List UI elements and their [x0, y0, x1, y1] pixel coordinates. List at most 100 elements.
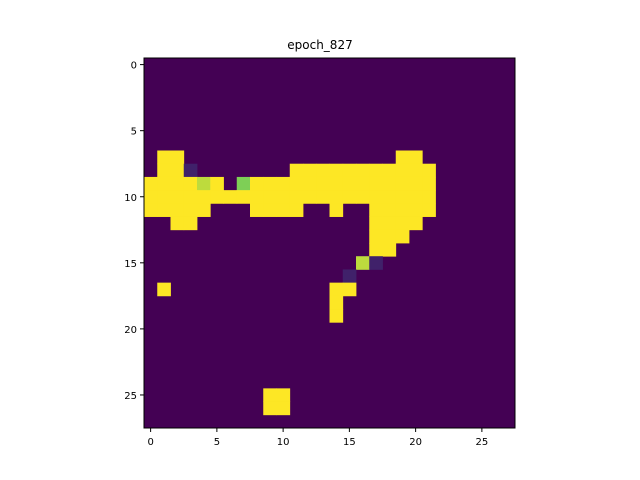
heatmap-cell — [382, 216, 397, 231]
heatmap-cell — [409, 203, 423, 217]
x-axis: 0 5 10 15 20 25 — [147, 428, 488, 448]
heatmap-cell — [329, 295, 344, 310]
heatmap-cell — [289, 203, 304, 217]
heatmap-background — [144, 58, 515, 428]
x-tick-label: 25 — [476, 437, 489, 448]
heatmap-cell — [409, 163, 423, 178]
heatmap-cell — [303, 190, 317, 204]
heatmap-cell — [395, 150, 410, 165]
heatmap-cell — [342, 163, 357, 178]
heatmap-cell — [276, 388, 291, 402]
chart-title: epoch_827 — [287, 38, 352, 52]
heatmap-cell — [263, 176, 277, 191]
heatmap-cell — [395, 176, 410, 191]
heatmap-cell — [170, 163, 185, 178]
heatmap-cell — [382, 243, 397, 257]
heatmap-cell — [316, 190, 330, 204]
heatmap-cell — [342, 176, 357, 191]
heatmap-cell — [369, 203, 383, 217]
heatmap-cell — [342, 190, 357, 204]
heatmap-cell — [289, 190, 304, 204]
heatmap-cell — [382, 163, 397, 178]
heatmap-cell — [395, 190, 410, 204]
heatmap-cell — [223, 190, 238, 204]
heatmap-cell — [289, 176, 304, 191]
heatmap-cell — [144, 176, 158, 191]
heatmap-cell — [382, 176, 397, 191]
heatmap-cell — [250, 203, 264, 217]
heatmap-cell — [356, 163, 370, 178]
heatmap-cell — [170, 190, 185, 204]
heatmap-cell — [422, 190, 436, 204]
x-tick-label: 5 — [214, 437, 220, 448]
heatmap-cells — [144, 58, 515, 428]
y-tick-label: 10 — [124, 193, 137, 204]
heatmap-cell — [144, 203, 158, 217]
x-tick-label: 0 — [147, 437, 153, 448]
heatmap-cell — [263, 190, 277, 204]
axes-frame — [143, 57, 516, 429]
heatmap-cell — [183, 176, 198, 191]
heatmap-cell — [395, 216, 410, 231]
y-tick-label: 15 — [124, 259, 137, 270]
heatmap-cell — [422, 163, 436, 178]
y-tick-label: 20 — [124, 325, 137, 336]
x-tick-label: 10 — [277, 437, 290, 448]
heatmap-cell — [409, 150, 423, 165]
heatmap-cell — [395, 229, 410, 244]
heatmap-cell — [183, 216, 198, 231]
heatmap-cell — [369, 256, 383, 270]
heatmap-cell — [276, 401, 291, 416]
heatmap-cell — [422, 176, 436, 191]
heatmap-cell — [369, 176, 383, 191]
heatmap-cell — [197, 190, 211, 204]
y-axis: 0 5 10 15 20 25 — [124, 61, 144, 402]
heatmap-cell — [157, 190, 171, 204]
heatmap-cell — [183, 203, 198, 217]
heatmap-cell — [170, 203, 185, 217]
heatmap-cell — [409, 216, 423, 231]
heatmap-cell — [276, 203, 291, 217]
heatmap-cell — [276, 190, 291, 204]
heatmap-cell — [303, 163, 317, 178]
x-tick-label: 20 — [409, 437, 422, 448]
heatmap-cell — [382, 203, 397, 217]
heatmap-cell — [329, 190, 344, 204]
heatmap-cell — [382, 229, 397, 244]
heatmap-cell — [197, 203, 211, 217]
heatmap-cell — [157, 203, 171, 217]
heatmap-cell — [250, 190, 264, 204]
heatmap-cell — [329, 203, 344, 217]
heatmap-cell — [183, 190, 198, 204]
heatmap-cell — [303, 176, 317, 191]
heatmap-cell — [329, 176, 344, 191]
heatmap-cell — [263, 388, 277, 402]
y-tick-label: 25 — [124, 391, 137, 402]
x-tick-label: 15 — [343, 437, 356, 448]
heatmap-cell — [356, 190, 370, 204]
heatmap-cell — [170, 150, 185, 165]
heatmap-cell — [236, 176, 251, 191]
heatmap-cell — [263, 203, 277, 217]
heatmap-cell — [170, 216, 185, 231]
heatmap-cell — [144, 190, 158, 204]
heatmap-cell — [210, 176, 224, 191]
heatmap-cell — [210, 190, 224, 204]
heatmap-cell — [356, 256, 370, 270]
heatmap-cell — [342, 269, 357, 284]
heatmap-cell — [197, 176, 211, 191]
heatmap-cell — [342, 282, 357, 297]
heatmap-cell — [157, 163, 171, 178]
heatmap-cell — [329, 309, 344, 323]
heatmap-cell — [157, 150, 171, 165]
heatmap-cell — [369, 216, 383, 231]
heatmap-cell — [329, 282, 344, 297]
y-tick-label: 5 — [131, 127, 137, 138]
heatmap-cell — [356, 176, 370, 191]
heatmap-cell — [263, 401, 277, 416]
heatmap-cell — [316, 176, 330, 191]
heatmap-cell — [276, 176, 291, 191]
heatmap-cell — [157, 176, 171, 191]
heatmap-cell — [395, 163, 410, 178]
